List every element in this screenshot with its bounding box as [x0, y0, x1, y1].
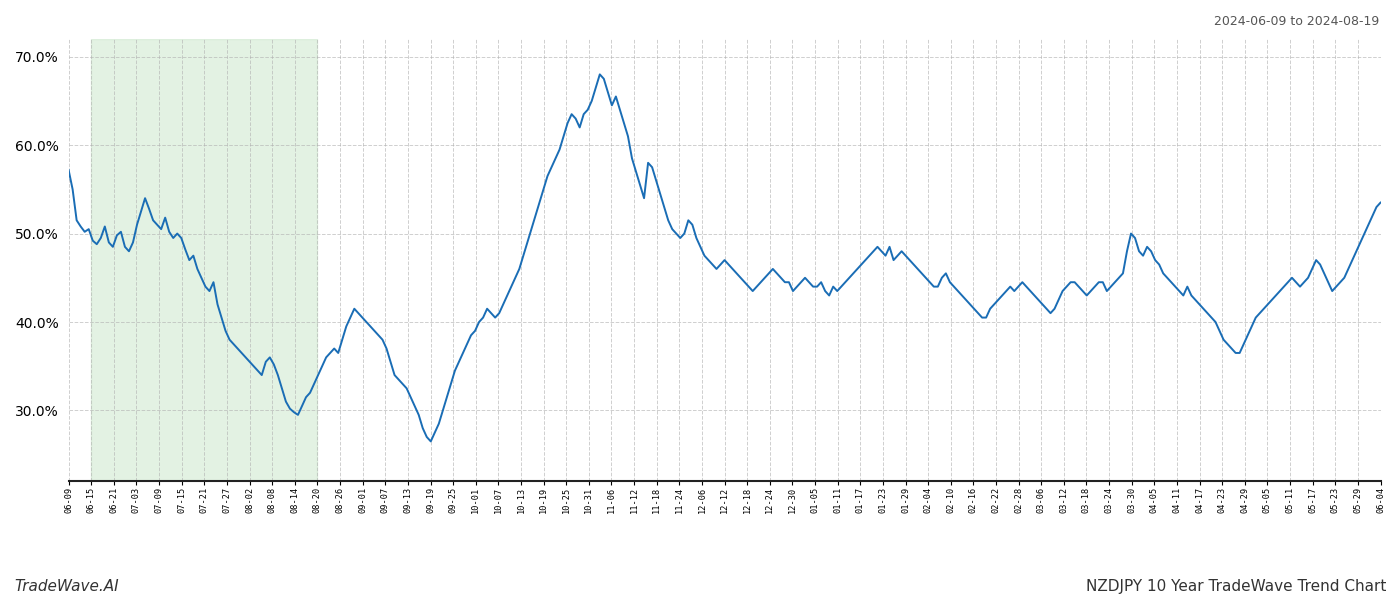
- Text: 2024-06-09 to 2024-08-19: 2024-06-09 to 2024-08-19: [1214, 15, 1379, 28]
- Text: NZDJPY 10 Year TradeWave Trend Chart: NZDJPY 10 Year TradeWave Trend Chart: [1085, 579, 1386, 594]
- Bar: [91, 39, 318, 481]
- Text: TradeWave.AI: TradeWave.AI: [14, 579, 119, 594]
